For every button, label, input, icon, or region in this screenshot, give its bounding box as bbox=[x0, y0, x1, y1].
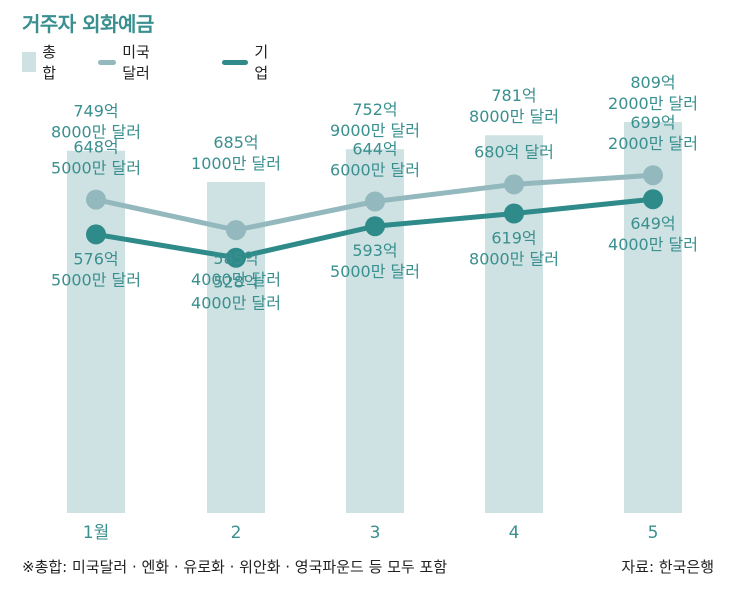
legend-label-total: 총합 bbox=[42, 43, 57, 82]
legend-swatch-usd bbox=[98, 59, 117, 65]
point-usd-4 bbox=[504, 174, 524, 195]
label-usd-5: 699억 2000만 달러 bbox=[608, 113, 698, 153]
x-tick-5: 5 bbox=[648, 523, 659, 543]
label-total-1: 749억 8000만 달러 bbox=[51, 102, 141, 142]
point-usd-5 bbox=[643, 165, 663, 186]
bar-total-5 bbox=[624, 122, 682, 513]
point-corp-5 bbox=[643, 189, 663, 210]
footnote: ※총합: 미국달러 · 엔화 · 유로화 · 위안화 · 영국파운드 등 모두 … bbox=[22, 558, 448, 576]
point-corp-4 bbox=[504, 203, 524, 224]
label-corp-2: 528억 4000만 달러 bbox=[191, 273, 281, 313]
label-total-4: 781억 8000만 달러 bbox=[469, 86, 559, 126]
legend-swatch-total bbox=[22, 52, 37, 72]
point-usd-3 bbox=[365, 191, 385, 212]
legend-label-usd: 미국달러 bbox=[122, 43, 150, 82]
label-total-2: 685억 1000만 달러 bbox=[191, 133, 281, 173]
point-corp-1 bbox=[86, 224, 106, 245]
bar-total-1 bbox=[67, 150, 125, 514]
point-corp-3 bbox=[365, 216, 385, 237]
x-tick-2: 2 bbox=[231, 523, 242, 543]
legend-label-corp: 기업 bbox=[254, 43, 269, 82]
source-note: 자료: 한국은행 bbox=[621, 558, 714, 576]
x-tick-4: 4 bbox=[509, 523, 520, 543]
label-usd-1: 648억 5000만 달러 bbox=[51, 138, 141, 178]
label-usd-3: 644억 6000만 달러 bbox=[330, 140, 420, 180]
chart-title: 거주자 외화예금 bbox=[22, 12, 154, 36]
legend-swatch-corp bbox=[222, 59, 249, 65]
label-total-3: 752억 9000만 달러 bbox=[330, 100, 420, 140]
label-corp-4: 619억 8000만 달러 bbox=[469, 229, 559, 269]
bar-total-4 bbox=[485, 135, 543, 513]
point-corp-2 bbox=[226, 247, 246, 268]
label-corp-3: 593억 5000만 달러 bbox=[330, 241, 420, 281]
label-usd-4: 680억 달러 bbox=[474, 142, 554, 161]
label-total-5: 809억 2000만 달러 bbox=[608, 73, 698, 113]
legend-item-corp: 기업 bbox=[222, 43, 276, 82]
point-usd-1 bbox=[86, 189, 106, 210]
x-tick-3: 3 bbox=[370, 523, 381, 543]
label-corp-1: 576억 5000만 달러 bbox=[51, 249, 141, 289]
label-corp-5: 649억 4000만 달러 bbox=[608, 214, 698, 254]
label-usd-2: 585억 4000만 달러 bbox=[191, 249, 281, 289]
x-tick-1: 1월 bbox=[83, 523, 109, 543]
legend-item-total: 총합 bbox=[22, 43, 62, 82]
point-usd-2 bbox=[226, 220, 246, 241]
legend-item-usd: 미국달러 bbox=[98, 43, 152, 82]
